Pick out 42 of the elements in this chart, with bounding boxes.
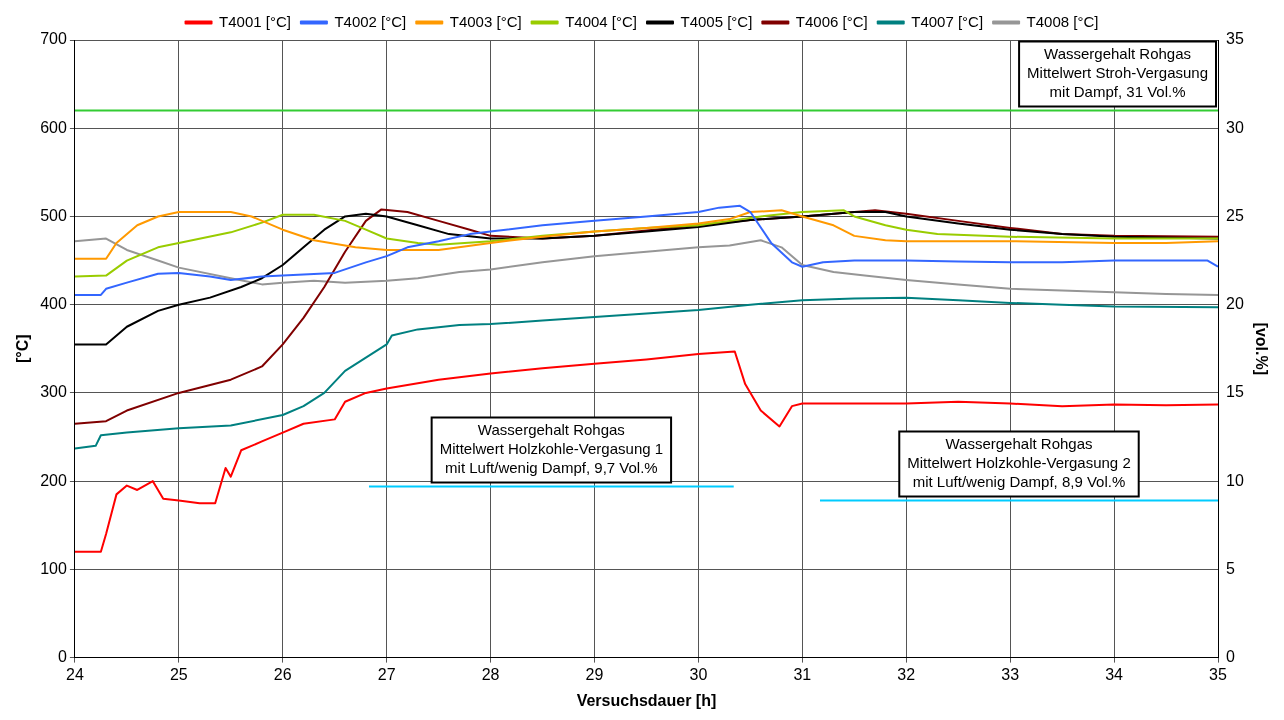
annotation: Wassergehalt Rohgas Mittelwert Stroh-Vergasung mit Dampf, 31 Vol.%: [1027, 45, 1209, 101]
y-tick-label: 0: [57, 648, 67, 666]
legend-label: T4004 [°C]: [565, 12, 638, 30]
x-tick-label: 30: [689, 665, 708, 683]
y2-tick-label: 35: [1226, 30, 1244, 48]
legend-label: T4005 [°C]: [680, 12, 753, 30]
x-tick-label: 28: [481, 665, 500, 683]
y2-tick-label: 15: [1226, 383, 1244, 401]
legend-label: T4002 [°C]: [334, 12, 407, 30]
y-tick-label: 300: [40, 383, 67, 401]
y2-axis-title: [vol.%]: [1252, 322, 1270, 376]
legend-label: T4007 [°C]: [911, 12, 984, 30]
x-tick-label: 25: [169, 665, 188, 683]
legend-label: T4006 [°C]: [795, 12, 868, 30]
x-tick-label: 32: [897, 665, 916, 683]
y-tick-label: 200: [40, 471, 67, 489]
annotation: Wassergehalt Rohgas Mittelwert Holzkohle-Vergasung 1 mit Luft/wenig Dampf, 9,7 Vol.%: [439, 421, 664, 477]
y2-tick-label: 25: [1226, 206, 1244, 224]
y2-tick-label: 30: [1226, 118, 1244, 136]
y-axis-title: [°C]: [14, 334, 32, 364]
x-tick-label: 27: [377, 665, 396, 683]
y2-tick-label: 0: [1226, 648, 1235, 666]
y-tick-label: 600: [40, 118, 67, 136]
y2-tick-label: 20: [1226, 295, 1244, 313]
legend-label: T4001 [°C]: [219, 12, 291, 30]
y-tick-label: 700: [40, 30, 67, 48]
x-tick-label: 35: [1209, 665, 1227, 683]
x-tick-label: 29: [585, 665, 604, 683]
legend-label: T4008 [°C]: [1026, 12, 1099, 30]
y2-tick-label: 10: [1226, 471, 1244, 489]
x-tick-label: 33: [1001, 665, 1020, 683]
x-tick-label: 31: [793, 665, 812, 683]
x-axis-title: Versuchsdauer [h]: [576, 691, 717, 709]
x-tick-label: 26: [273, 665, 292, 683]
y-tick-label: 400: [40, 295, 67, 313]
y2-tick-label: 5: [1226, 559, 1235, 577]
legend-label: T4003 [°C]: [449, 12, 522, 30]
x-tick-label: 24: [66, 665, 84, 683]
annotation: Wassergehalt Rohgas Mittelwert Holzkohle-Vergasung 2 mit Luft/wenig Dampf, 8,9 Vol.%: [907, 435, 1131, 491]
x-tick-label: 34: [1105, 665, 1124, 683]
y-tick-label: 500: [40, 206, 67, 224]
y-tick-label: 100: [40, 559, 67, 577]
